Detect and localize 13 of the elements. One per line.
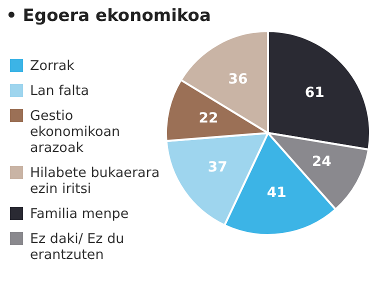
data-label: 37 — [208, 159, 228, 176]
data-label: 61 — [304, 85, 324, 102]
data-label: 22 — [198, 110, 218, 126]
legend-label: Lan falta — [30, 83, 89, 99]
data-label: 24 — [312, 154, 332, 170]
legend-label: Hilabete bukaerara ezin iritsi — [30, 165, 161, 197]
data-label: 36 — [228, 71, 248, 88]
chart-title: • Egoera ekonomikoa — [6, 6, 211, 26]
legend-label: Familia menpe — [30, 206, 129, 222]
data-label: 41 — [266, 185, 286, 202]
legend-label: Zorrak — [30, 58, 74, 74]
legend-label: Gestio ekonomikoan arazoak — [30, 108, 122, 156]
legend-label: Ez daki/ Ez du erantzuten — [30, 231, 126, 263]
